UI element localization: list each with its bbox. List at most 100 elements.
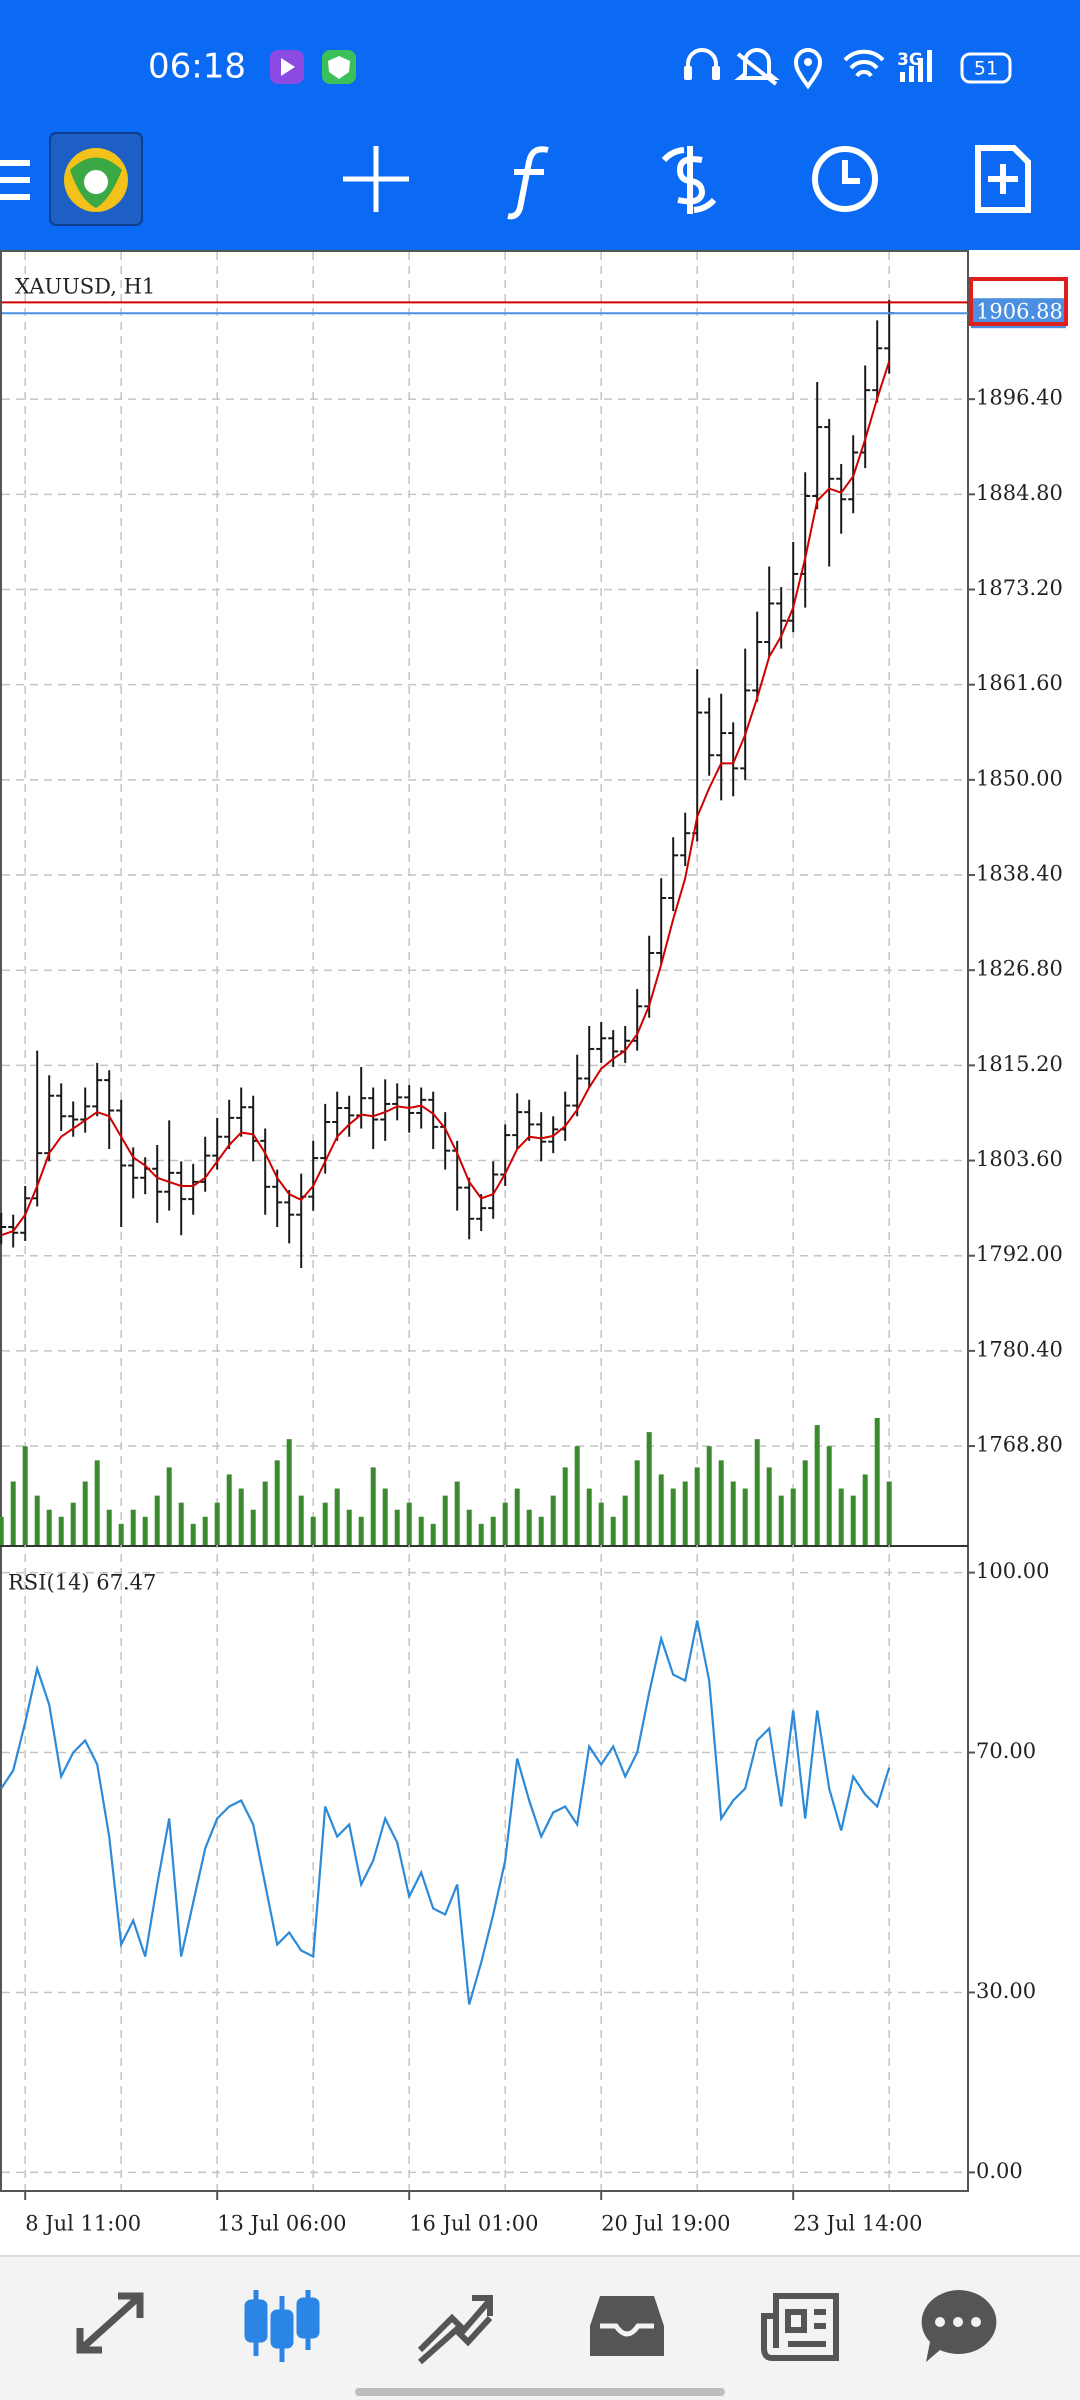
app-logo[interactable] bbox=[49, 132, 143, 226]
volume-bar bbox=[526, 1509, 532, 1545]
volume-bar bbox=[442, 1495, 448, 1545]
volume-bar bbox=[838, 1488, 844, 1545]
chart-tab-icon bbox=[296, 2297, 320, 2339]
volume-bar bbox=[742, 1488, 748, 1545]
volume-bar bbox=[550, 1495, 556, 1545]
volume-bar bbox=[874, 1418, 880, 1545]
volume-bar bbox=[70, 1502, 76, 1545]
trade-arc bbox=[693, 197, 717, 213]
volume-bar bbox=[622, 1495, 628, 1545]
signal-bar bbox=[909, 66, 914, 82]
volume-bar bbox=[766, 1467, 772, 1545]
volume-bar bbox=[790, 1488, 796, 1545]
volume-bar bbox=[82, 1481, 88, 1545]
volume-bar bbox=[682, 1481, 688, 1545]
volume-bar bbox=[706, 1446, 712, 1545]
volume-bar bbox=[250, 1509, 256, 1545]
volume-bar bbox=[238, 1488, 244, 1545]
volume-bar bbox=[394, 1509, 400, 1545]
home-indicator bbox=[355, 2388, 725, 2396]
volume-bar bbox=[262, 1481, 268, 1545]
volume-bar bbox=[94, 1460, 100, 1545]
volume-bar bbox=[190, 1523, 196, 1545]
volume-bar bbox=[58, 1516, 64, 1545]
volume-bar bbox=[562, 1467, 568, 1545]
volume-bar bbox=[814, 1425, 820, 1545]
trade-dollar bbox=[676, 146, 706, 214]
clock: 06:18 bbox=[148, 47, 246, 87]
volume-bar bbox=[370, 1467, 376, 1545]
volume-bar bbox=[34, 1495, 40, 1545]
doc-plus bbox=[988, 164, 1018, 194]
history-tab-icon bbox=[600, 2323, 654, 2337]
chat-tab[interactable] bbox=[921, 2289, 997, 2362]
crosshair-button[interactable] bbox=[343, 146, 409, 212]
quotes-tab[interactable] bbox=[76, 2292, 144, 2354]
volume-bar bbox=[358, 1516, 364, 1545]
bid-label: 1906.88 bbox=[976, 300, 1063, 324]
moving-average bbox=[0, 361, 891, 1237]
volume-bar bbox=[502, 1502, 508, 1545]
volume-bar bbox=[46, 1509, 52, 1545]
timeframe-button[interactable] bbox=[812, 146, 878, 212]
y-tick-label: 1803.60 bbox=[976, 1147, 1063, 1171]
signal-bar bbox=[927, 50, 932, 82]
y-tick-label: 1826.80 bbox=[976, 957, 1063, 981]
volume-bar bbox=[154, 1495, 160, 1545]
volume-bar bbox=[598, 1502, 604, 1545]
volume-bar bbox=[106, 1509, 112, 1545]
y-tick-label: 100.00 bbox=[976, 1559, 1049, 1583]
trade-button[interactable] bbox=[661, 146, 717, 214]
x-tick-label: 13 Jul 06:00 bbox=[217, 2212, 346, 2236]
trade-tab[interactable] bbox=[417, 2295, 493, 2365]
volume-bar bbox=[334, 1488, 340, 1545]
news-tab-icon bbox=[785, 2309, 826, 2347]
chat-dot bbox=[935, 2317, 945, 2327]
volume-bar bbox=[658, 1474, 664, 1545]
volume-bar bbox=[418, 1516, 424, 1545]
volume-bar bbox=[142, 1516, 148, 1545]
signal-bar bbox=[900, 72, 905, 82]
volume-bar bbox=[382, 1488, 388, 1545]
app-icon-glyph bbox=[328, 56, 350, 79]
y-tick-label: 1896.40 bbox=[976, 386, 1063, 410]
volume-bar bbox=[850, 1495, 856, 1545]
history-tab[interactable] bbox=[590, 2296, 664, 2356]
volume-bar bbox=[202, 1516, 208, 1545]
battery-level: 51 bbox=[974, 58, 998, 80]
clock-face bbox=[812, 146, 878, 212]
y-tick-label: 1838.40 bbox=[976, 862, 1063, 886]
chart-tab-icon bbox=[244, 2299, 268, 2343]
trade-arc bbox=[661, 147, 685, 163]
y-tick-label: 1792.00 bbox=[976, 1242, 1063, 1266]
volume-bar bbox=[310, 1516, 316, 1545]
rsi-line bbox=[0, 1620, 891, 2005]
volume-bar bbox=[826, 1446, 832, 1545]
menu-button[interactable] bbox=[0, 160, 30, 200]
volume-bar bbox=[634, 1460, 640, 1545]
volume-bar bbox=[466, 1509, 472, 1545]
plot: 8 Jul 11:00 13 Jul 06:00 16 Jul 01:00 20 Ju… bbox=[0, 252, 1066, 2236]
signal-icon bbox=[900, 50, 932, 82]
volume-bar bbox=[214, 1502, 220, 1545]
volume-bar bbox=[478, 1523, 484, 1545]
y-tick-label: 70.00 bbox=[976, 1739, 1036, 1763]
volume-bar bbox=[574, 1446, 580, 1545]
y-tick-label: 1861.60 bbox=[976, 671, 1063, 695]
volume-bar bbox=[778, 1495, 784, 1545]
app-icon-glyph bbox=[281, 58, 295, 76]
volume-bar bbox=[298, 1495, 304, 1545]
battery-icon bbox=[960, 52, 1012, 84]
headphone-icon bbox=[712, 66, 720, 80]
volume-bar bbox=[514, 1488, 520, 1545]
volume-bar bbox=[862, 1474, 868, 1545]
new-order-button[interactable] bbox=[975, 145, 1031, 213]
chart-tab[interactable] bbox=[244, 2290, 320, 2362]
y-tick-label: 1884.80 bbox=[976, 481, 1063, 505]
indicators-button[interactable] bbox=[507, 146, 549, 220]
news-tab[interactable] bbox=[761, 2293, 839, 2361]
volume-bar bbox=[0, 1516, 4, 1545]
volume-bar bbox=[610, 1516, 616, 1545]
volume-bar bbox=[322, 1502, 328, 1545]
